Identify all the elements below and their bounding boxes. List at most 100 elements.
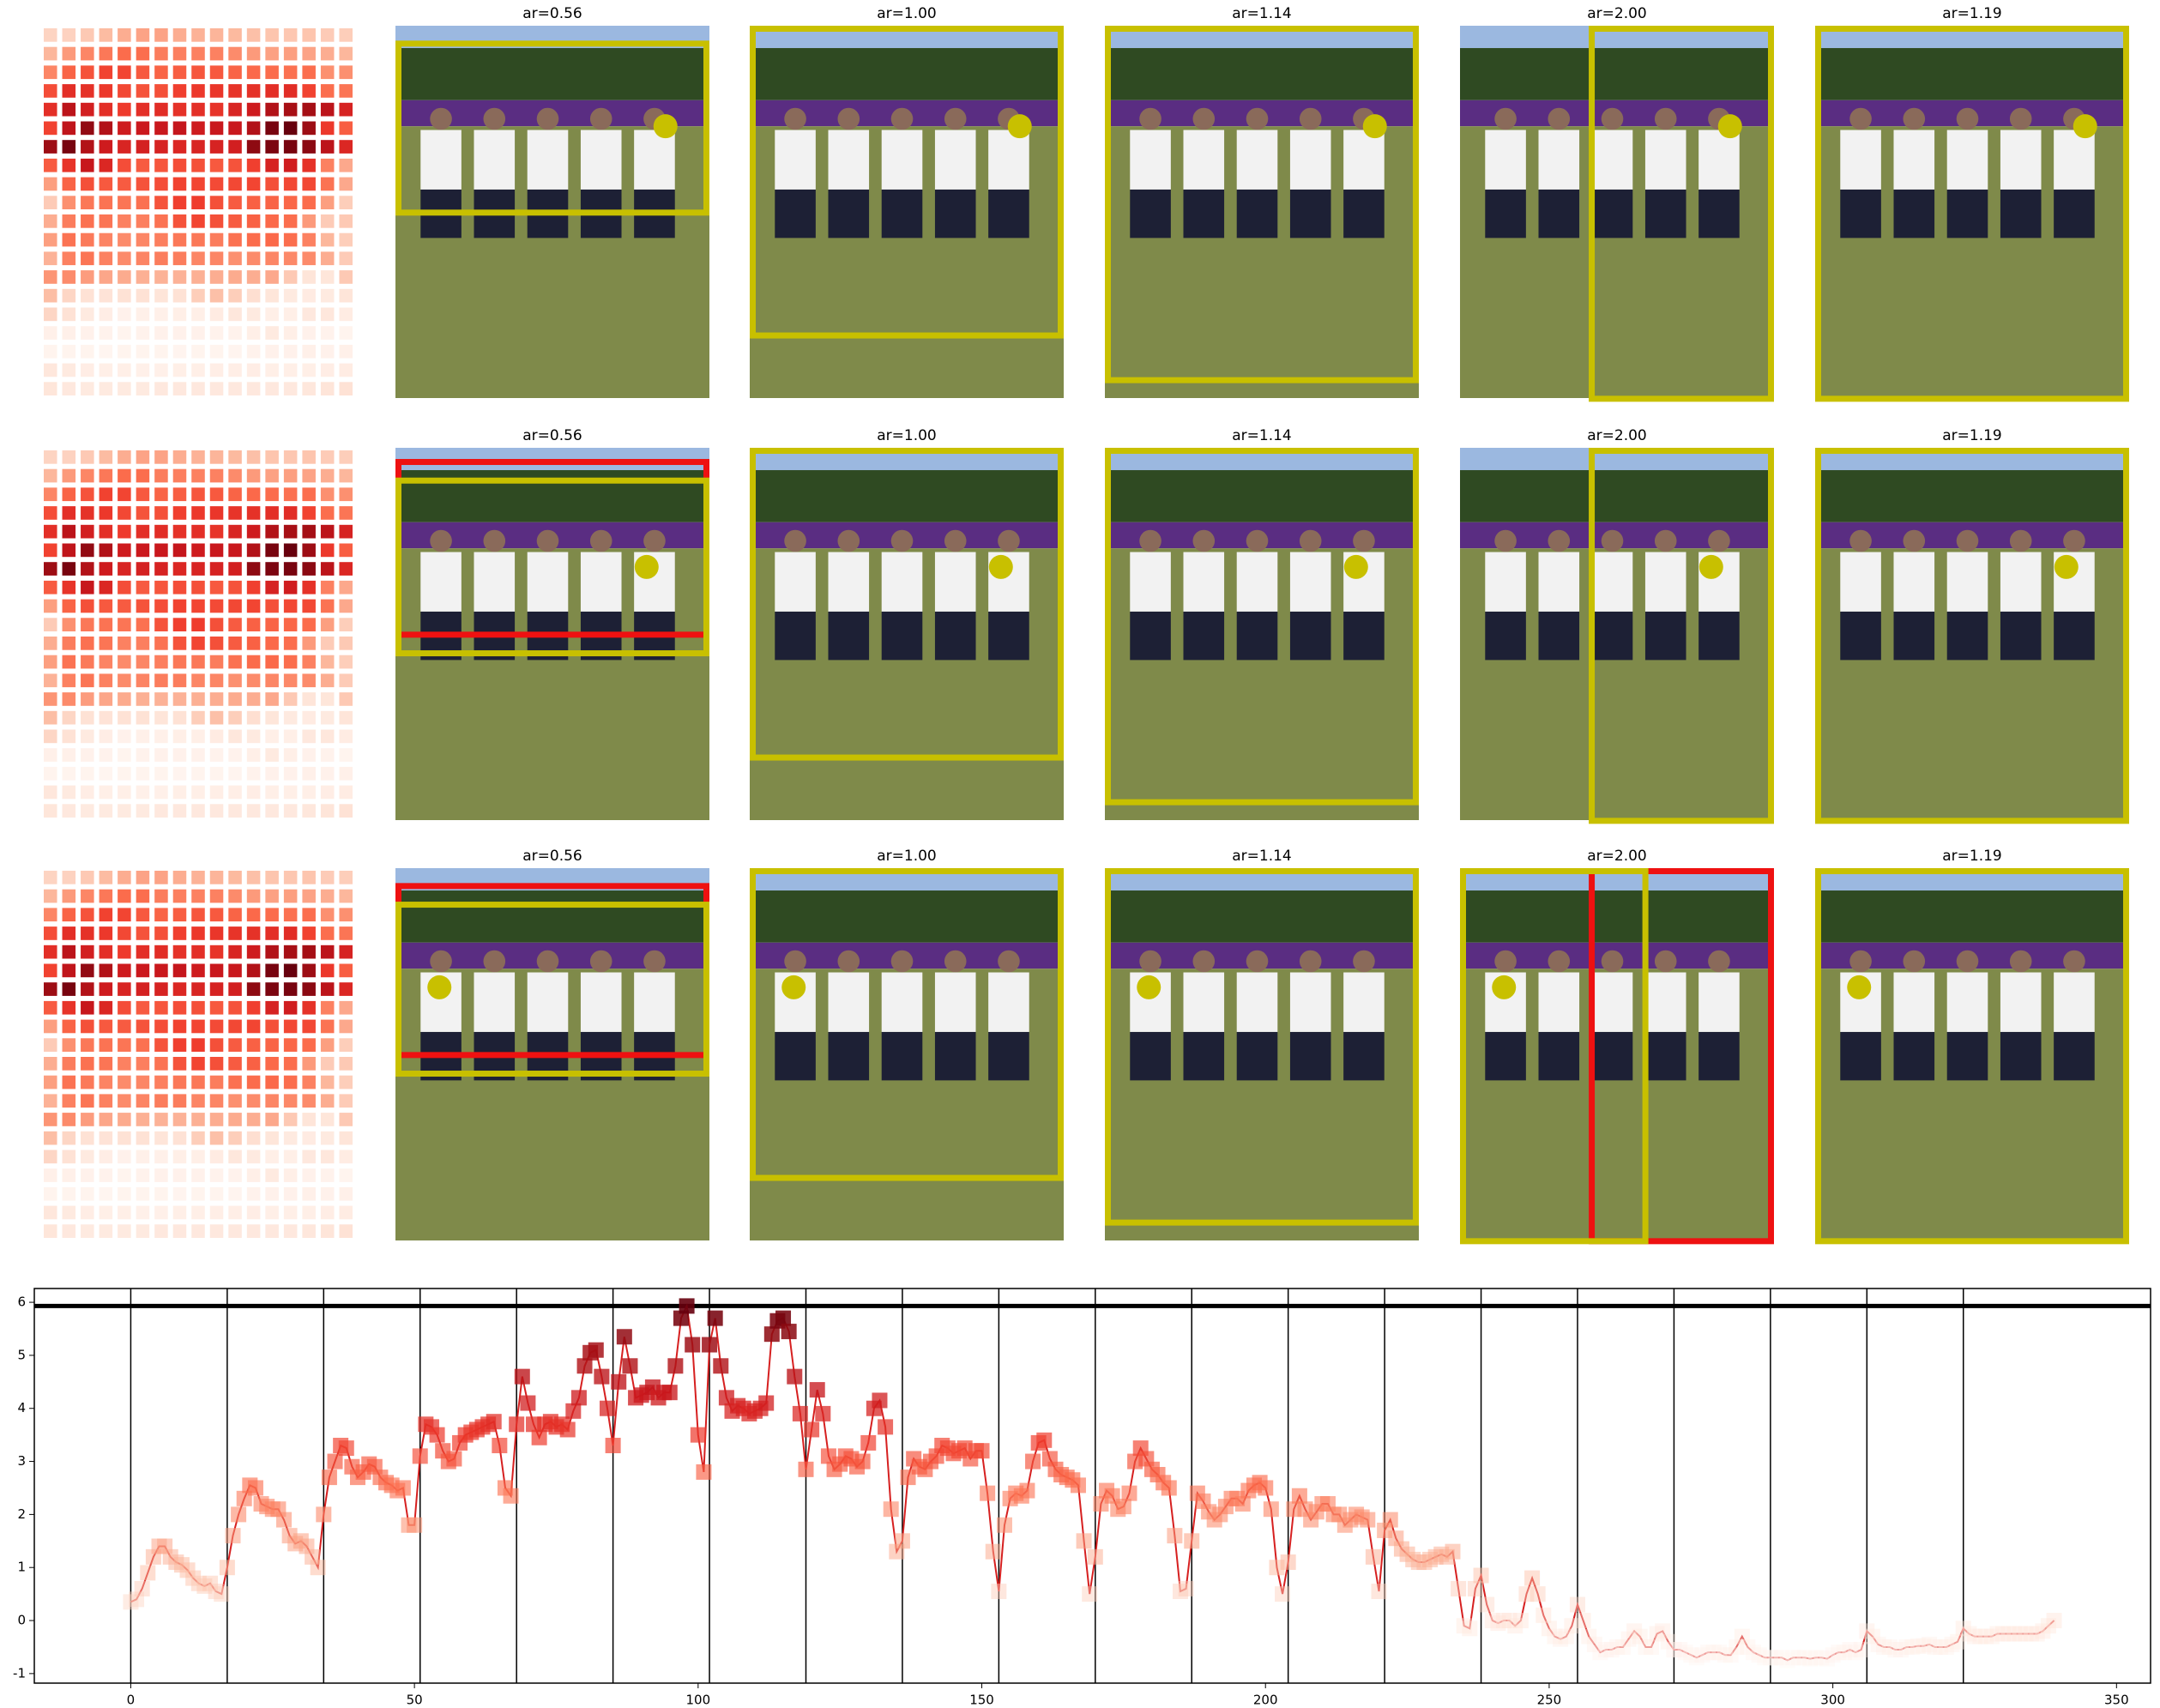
marker (1955, 1620, 1971, 1637)
heatmap-cell (81, 307, 94, 322)
person-head (430, 529, 452, 552)
heatmap-cell (339, 84, 353, 98)
heatmap-cell (44, 1094, 57, 1108)
heatmap-cell (99, 65, 113, 80)
heatmap-cell (302, 748, 316, 762)
panel-title: ar=1.14 (1232, 5, 1292, 22)
heatmap-cell (154, 382, 168, 395)
person-shorts (1289, 1031, 1331, 1081)
heatmap-cell (209, 158, 224, 172)
heatmap-cell (62, 673, 76, 688)
heatmap-cell (209, 1000, 224, 1015)
marker (605, 1438, 621, 1454)
marker (1234, 1496, 1251, 1512)
heatmap-cell (339, 766, 353, 781)
person-head (1192, 950, 1216, 973)
person-head (1903, 950, 1926, 973)
heatmap-cell (136, 46, 150, 61)
heatmap-cell (81, 871, 94, 884)
heatmap-cell (302, 506, 316, 520)
heatmap-cell (81, 1057, 94, 1071)
heatmap-cell (320, 766, 335, 781)
heatmap-cell (339, 1186, 353, 1201)
marker (1870, 1636, 1886, 1652)
person-shirt (527, 972, 569, 1032)
heatmap-cell (191, 599, 205, 613)
marker (2046, 1613, 2062, 1629)
marker (1649, 1626, 1665, 1642)
heatmap-cell (99, 196, 113, 209)
heatmap-cell (283, 1075, 298, 1089)
heatmap-cell (265, 487, 279, 502)
heatmap-cell (136, 580, 150, 594)
heatmap-cell (62, 871, 76, 884)
heatmap-cell (246, 1000, 261, 1015)
marker (1933, 1639, 1949, 1655)
heatmap-cell (118, 506, 131, 520)
heatmap-cell (283, 766, 298, 781)
heatmap-cell (118, 1205, 131, 1220)
person-shirt (1538, 552, 1580, 612)
person-shorts (775, 611, 816, 661)
heatmap-cell (228, 140, 242, 154)
heatmap-cell (265, 1000, 279, 1015)
heatmap-cell (246, 487, 261, 502)
heatmap-cell (62, 637, 76, 650)
marker (1609, 1639, 1626, 1655)
heatmap-cell (339, 692, 353, 706)
heatmap-cell (62, 102, 76, 117)
heatmap-cell (154, 140, 168, 154)
heatmap-cell (228, 177, 242, 191)
person-head (1192, 529, 1216, 552)
heatmap-cell (136, 1075, 150, 1089)
heatmap-cell (99, 326, 113, 340)
heatmap-cell (283, 28, 298, 42)
marker (974, 1443, 990, 1459)
heatmap-cell (283, 46, 298, 61)
yellow-dot (1137, 975, 1161, 999)
person-shirt (1644, 130, 1686, 190)
person-shirt (1946, 130, 1988, 190)
marker (1853, 1642, 1869, 1658)
person-shorts (1591, 189, 1633, 238)
heatmap-cell (154, 487, 168, 502)
heatmap-cell (283, 102, 298, 117)
heatmap-cell (191, 1057, 205, 1071)
heatmap-cell (339, 196, 353, 209)
marker (1275, 1586, 1291, 1602)
person-shirt (420, 130, 462, 190)
heatmap-cell (44, 1168, 57, 1182)
heatmap-cell (118, 1038, 131, 1052)
heatmap-cell (99, 363, 113, 377)
heatmap-cell (246, 748, 261, 762)
marker (520, 1395, 536, 1411)
heatmap-cell (118, 580, 131, 594)
heatmap-cell (81, 1224, 94, 1238)
heatmap-cell (99, 766, 113, 781)
heatmap-cell (62, 1224, 76, 1238)
heatmap-cell (320, 580, 335, 594)
heatmap-cell (118, 710, 131, 725)
heatmap-cell (118, 637, 131, 650)
heatmap-cell (191, 748, 205, 762)
heatmap-cell (302, 766, 316, 781)
marker (1586, 1636, 1602, 1652)
person-shorts (775, 1031, 816, 1081)
heatmap-cell (99, 468, 113, 483)
heatmap-cell (172, 710, 187, 725)
yellow-box (1815, 448, 2129, 824)
heatmap-cell (44, 363, 57, 377)
heatmap-cell (228, 673, 242, 688)
heatmap-cell (265, 468, 279, 483)
heatmap-cell (320, 963, 335, 978)
heatmap-cell (283, 871, 298, 884)
marker (219, 1560, 235, 1576)
yellow-box (750, 868, 1064, 1181)
heatmap-cell (320, 1038, 335, 1052)
heatmap-cell (136, 382, 150, 395)
person-head (1548, 107, 1571, 130)
heatmap-cell (118, 450, 131, 464)
person-head (890, 529, 914, 552)
heatmap-cell (99, 214, 113, 228)
person-shirt (1183, 972, 1225, 1032)
